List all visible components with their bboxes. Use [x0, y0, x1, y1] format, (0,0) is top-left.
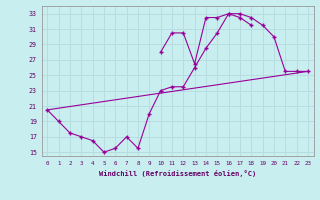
X-axis label: Windchill (Refroidissement éolien,°C): Windchill (Refroidissement éolien,°C): [99, 170, 256, 177]
